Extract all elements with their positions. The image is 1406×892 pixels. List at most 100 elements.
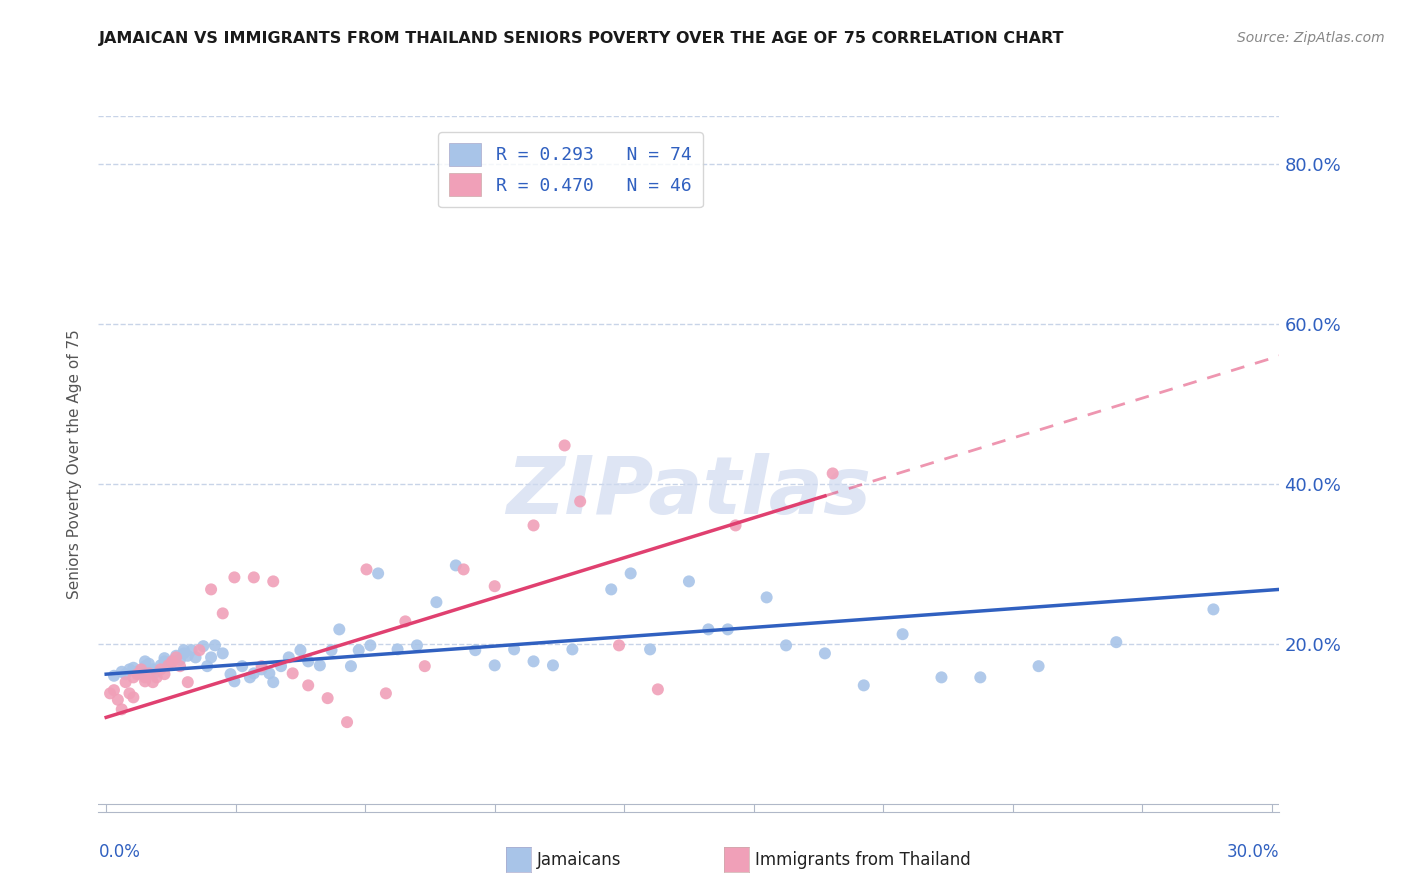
Point	[122, 670, 145, 684]
Point	[169, 653, 191, 667]
Point	[1105, 635, 1128, 649]
Point	[250, 659, 273, 673]
Point	[127, 667, 149, 681]
Text: Source: ZipAtlas.com: Source: ZipAtlas.com	[1237, 31, 1385, 45]
Point	[464, 643, 486, 657]
Point	[297, 654, 319, 668]
Point	[165, 650, 187, 665]
Point	[153, 654, 176, 668]
Point	[103, 683, 125, 698]
Point	[484, 658, 506, 673]
Point	[118, 662, 141, 676]
Point	[103, 669, 125, 683]
Point	[157, 657, 180, 671]
Point	[173, 643, 195, 657]
Point	[328, 623, 350, 637]
Point	[134, 674, 156, 689]
Point	[374, 686, 396, 700]
Point	[821, 467, 844, 481]
Point	[149, 658, 172, 673]
Point	[114, 667, 136, 681]
Point	[138, 666, 160, 681]
Point	[138, 657, 160, 671]
Point	[647, 682, 669, 697]
Point	[281, 666, 304, 681]
Point	[359, 639, 381, 653]
Point	[149, 662, 172, 676]
Point	[891, 627, 914, 641]
Point	[145, 670, 167, 684]
Point	[243, 570, 266, 584]
Point	[262, 675, 284, 690]
Point	[755, 591, 778, 605]
Point	[453, 562, 475, 576]
Point	[522, 654, 544, 668]
Point	[129, 666, 152, 681]
Point	[406, 639, 429, 653]
Point	[243, 666, 266, 681]
Point	[600, 582, 623, 597]
Point	[169, 659, 191, 673]
Point	[290, 643, 312, 657]
Point	[356, 562, 378, 576]
Point	[204, 639, 226, 653]
Point	[145, 665, 167, 679]
Point	[541, 658, 564, 673]
Point	[122, 690, 145, 705]
Point	[775, 639, 797, 653]
Point	[180, 643, 202, 657]
Point	[347, 643, 370, 657]
Point	[503, 642, 526, 657]
Point	[200, 650, 222, 665]
Point	[153, 667, 176, 681]
Point	[340, 659, 363, 673]
Point	[259, 666, 281, 681]
Point	[118, 686, 141, 700]
Point	[607, 639, 630, 653]
Point	[270, 659, 292, 673]
Point	[561, 642, 583, 657]
Point	[814, 646, 837, 660]
Point	[250, 662, 273, 676]
Point	[114, 675, 136, 690]
Point	[224, 674, 246, 689]
Point	[413, 659, 436, 673]
Point	[638, 642, 661, 657]
Point	[188, 643, 211, 657]
Point	[173, 646, 195, 660]
Point	[193, 639, 215, 653]
Point	[394, 615, 416, 629]
Text: 30.0%: 30.0%	[1227, 843, 1279, 861]
Point	[107, 692, 129, 706]
Point	[309, 658, 332, 673]
Point	[134, 659, 156, 673]
Point	[678, 574, 700, 589]
Point	[484, 579, 506, 593]
Point	[165, 648, 187, 663]
Point	[211, 646, 233, 660]
Point	[157, 658, 180, 673]
Legend: R = 0.293   N = 74, R = 0.470   N = 46: R = 0.293 N = 74, R = 0.470 N = 46	[439, 132, 703, 207]
Point	[142, 662, 165, 676]
Point	[219, 667, 242, 681]
Text: ZIPatlas: ZIPatlas	[506, 452, 872, 531]
Point	[127, 665, 149, 679]
Point	[184, 650, 207, 665]
Text: Jamaicans: Jamaicans	[537, 851, 621, 869]
Point	[321, 643, 343, 657]
Text: 0.0%: 0.0%	[98, 843, 141, 861]
Point	[444, 558, 467, 573]
Point	[262, 574, 284, 589]
Point	[717, 623, 740, 637]
Point	[200, 582, 222, 597]
Point	[367, 566, 389, 581]
Point	[620, 566, 643, 581]
Point	[122, 661, 145, 675]
Point	[554, 438, 576, 452]
Point	[231, 659, 253, 673]
Text: Immigrants from Thailand: Immigrants from Thailand	[755, 851, 970, 869]
Point	[931, 670, 953, 684]
Point	[162, 654, 183, 668]
Point	[177, 675, 200, 690]
Point	[569, 494, 592, 508]
